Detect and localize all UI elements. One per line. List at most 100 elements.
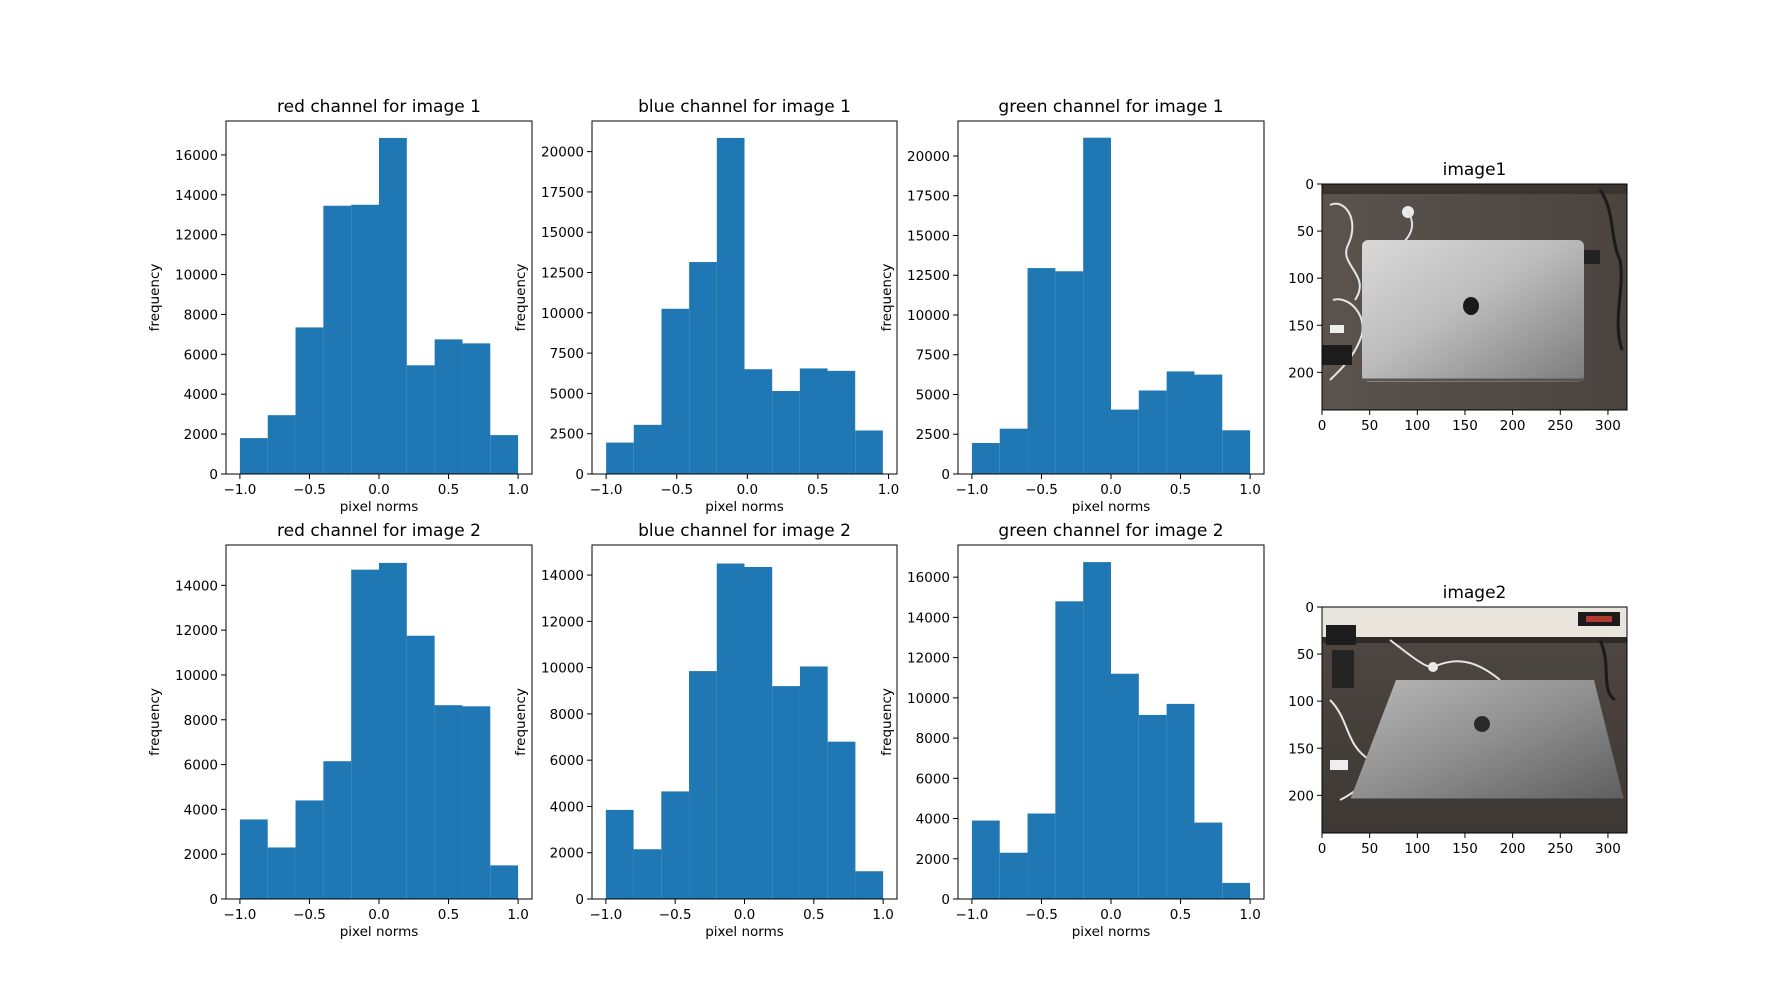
y-tick-label: 8000 xyxy=(916,731,950,747)
x-tick-label: −0.5 xyxy=(659,907,692,923)
x-tick-label: 0.5 xyxy=(438,482,459,498)
y-tick-label: 7500 xyxy=(550,346,584,362)
y-tick-label: 16000 xyxy=(907,570,950,586)
histogram-bar xyxy=(605,809,634,899)
y-tick-label: 15000 xyxy=(907,228,950,244)
y-tick-label: 10000 xyxy=(175,668,218,684)
chart-title: blue channel for image 2 xyxy=(638,521,851,541)
x-axis-label: pixel norms xyxy=(1072,924,1151,940)
histogram-bar xyxy=(689,671,717,899)
x-tick-label: 200 xyxy=(1500,418,1526,434)
histogram-bar xyxy=(267,415,296,474)
y-axis-label: frequency xyxy=(513,688,529,756)
y-tick-label: 0 xyxy=(941,467,950,483)
y-tick-label: 6000 xyxy=(916,771,950,787)
histogram-bar xyxy=(295,327,324,474)
y-tick-label: 0 xyxy=(209,467,218,483)
histogram-bar xyxy=(772,390,800,474)
x-tick-label: 0.0 xyxy=(1100,907,1121,923)
y-tick-label: 0 xyxy=(1305,177,1314,193)
chart-title: blue channel for image 1 xyxy=(638,97,851,117)
axes-frame xyxy=(591,120,898,475)
y-tick-label: 10000 xyxy=(907,691,950,707)
y-tick-label: 2000 xyxy=(550,846,584,862)
histogram-bar xyxy=(799,666,828,899)
histogram-bar xyxy=(1194,822,1223,899)
histogram-bar xyxy=(462,343,491,474)
y-tick-label: 14000 xyxy=(541,568,584,584)
y-tick-label: 4000 xyxy=(916,812,950,828)
x-tick-label: −1.0 xyxy=(956,482,989,498)
y-tick-label: 0 xyxy=(209,892,218,908)
histogram-bar xyxy=(490,435,519,474)
histogram-bar xyxy=(462,706,491,899)
x-tick-label: 0 xyxy=(1318,841,1327,857)
y-tick-label: 12000 xyxy=(541,614,584,630)
histogram-bar xyxy=(827,370,856,474)
chart-title: red channel for image 2 xyxy=(277,521,481,541)
image1-photo xyxy=(1322,184,1627,410)
histogram-bar xyxy=(1138,390,1167,474)
y-tick-label: 16000 xyxy=(175,148,218,164)
x-tick-label: −1.0 xyxy=(224,907,257,923)
x-tick-label: 0.5 xyxy=(438,907,459,923)
y-tick-label: 14000 xyxy=(175,578,218,594)
x-tick-label: 0 xyxy=(1318,418,1327,434)
histogram-bar xyxy=(744,566,773,899)
histogram-bar xyxy=(434,339,463,474)
x-tick-label: 0.5 xyxy=(807,482,828,498)
x-tick-label: 0.0 xyxy=(737,482,758,498)
y-tick-label: 0 xyxy=(1305,600,1314,616)
y-tick-label: 5000 xyxy=(550,386,584,402)
histogram-blue-image1: −1.0 −0.5 0.0 0.5 1.0 0 2500 5000 7500 10000 12500… xyxy=(513,97,899,515)
y-axis-label: frequency xyxy=(147,264,163,332)
y-tick-label: 15000 xyxy=(541,225,584,241)
histogram-bar xyxy=(434,705,463,899)
x-tick-label: −0.5 xyxy=(293,907,326,923)
histogram-bar xyxy=(351,204,379,475)
image1-panel: image1 0 50 100 150 200 250 300 0 50 100 150 200 xyxy=(1288,160,1628,434)
histogram-bar xyxy=(1166,703,1195,899)
histogram-bar xyxy=(999,852,1028,899)
y-tick-label: 100 xyxy=(1288,694,1314,710)
y-tick-label: 20000 xyxy=(907,149,950,165)
histogram-bar xyxy=(323,205,352,474)
y-tick-label: 100 xyxy=(1288,271,1314,287)
x-tick-label: 0.5 xyxy=(1170,482,1191,498)
histogram-bar xyxy=(1138,714,1167,899)
histogram-bar xyxy=(1194,374,1223,474)
y-tick-label: 150 xyxy=(1288,741,1314,757)
x-tick-label: −0.5 xyxy=(660,482,693,498)
histogram-bar xyxy=(406,635,435,899)
x-tick-label: 1.0 xyxy=(1239,907,1260,923)
histogram-bar xyxy=(661,308,690,474)
x-axis-label: pixel norms xyxy=(705,499,784,515)
x-tick-label: 1.0 xyxy=(507,907,528,923)
y-axis-label: frequency xyxy=(147,688,163,756)
histogram-red-image1: −1.0 −0.5 0.0 0.5 1.0 0 2000 4000 6000 8000 10000 1… xyxy=(147,97,533,515)
x-tick-label: 50 xyxy=(1361,841,1378,857)
histogram-bar xyxy=(379,562,407,899)
x-axis-label: pixel norms xyxy=(705,924,784,940)
histogram-green-image1: −1.0 −0.5 0.0 0.5 1.0 0 2500 5000 7500 10000 12500… xyxy=(879,97,1265,515)
histogram-bar xyxy=(606,442,634,474)
y-tick-label: 200 xyxy=(1288,365,1314,381)
histogram-bar xyxy=(239,438,268,474)
y-tick-label: 2500 xyxy=(550,427,584,443)
y-tick-label: 6000 xyxy=(184,347,218,363)
x-tick-label: 0.5 xyxy=(803,907,824,923)
y-tick-label: 10000 xyxy=(541,306,584,322)
histogram-bar xyxy=(239,819,268,899)
y-tick-label: 2500 xyxy=(916,427,950,443)
y-tick-label: 4000 xyxy=(550,799,584,815)
y-tick-label: 4000 xyxy=(184,802,218,818)
y-tick-label: 5000 xyxy=(916,387,950,403)
histogram-bar xyxy=(716,563,745,899)
y-tick-label: 7500 xyxy=(916,348,950,364)
y-tick-label: 0 xyxy=(575,467,584,483)
x-axis-label: pixel norms xyxy=(340,499,419,515)
x-tick-label: 1.0 xyxy=(878,482,899,498)
histogram-bar xyxy=(1083,562,1111,899)
y-tick-label: 10000 xyxy=(541,661,584,677)
